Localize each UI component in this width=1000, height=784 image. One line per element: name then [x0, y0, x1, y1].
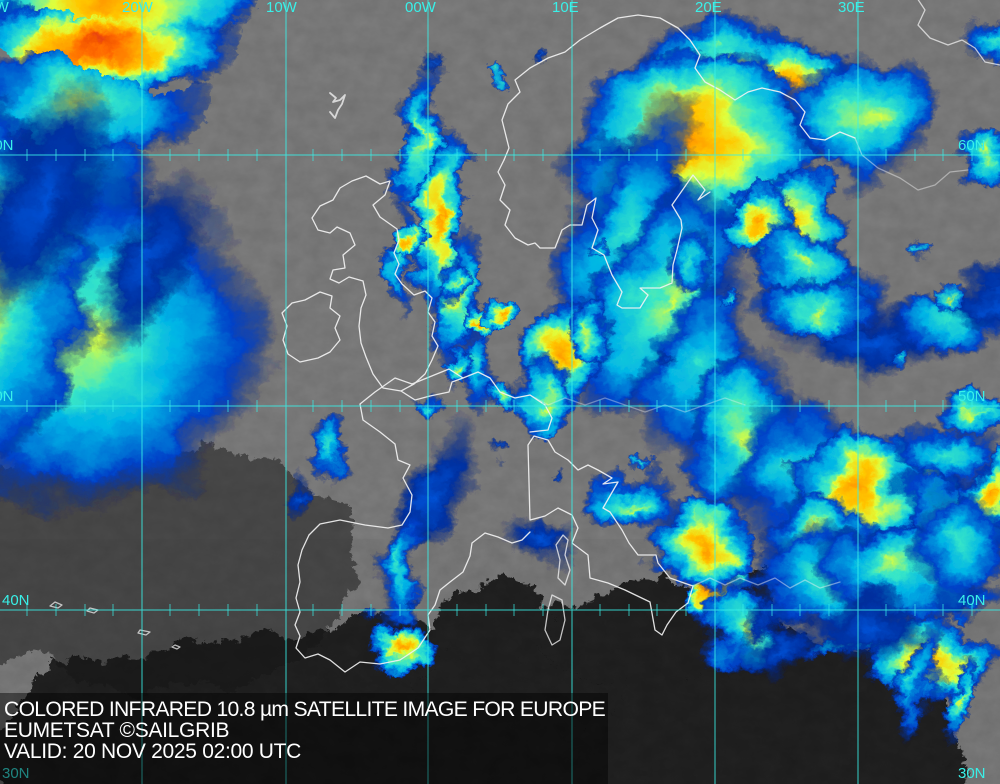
svg-text:50N: 50N — [0, 388, 14, 405]
svg-text:50N: 50N — [958, 388, 986, 405]
svg-text:10W: 10W — [266, 0, 298, 16]
svg-text:40N: 40N — [958, 592, 986, 609]
svg-text:00W: 00W — [405, 0, 437, 16]
svg-text:20W: 20W — [122, 0, 154, 16]
svg-text:VALID: 20 NOV 2025 02:00 UTC: VALID: 20 NOV 2025 02:00 UTC — [4, 740, 301, 763]
svg-text:10E: 10E — [552, 0, 579, 16]
svg-text:60N: 60N — [0, 137, 14, 154]
svg-text:40N: 40N — [2, 592, 30, 609]
svg-text:EUMETSAT ©SAILGRIB: EUMETSAT ©SAILGRIB — [4, 719, 229, 742]
svg-text:COLORED INFRARED 10.8 µm SATEL: COLORED INFRARED 10.8 µm SATELLITE IMAGE… — [4, 698, 606, 721]
svg-text:20E: 20E — [695, 0, 722, 16]
svg-text:30E: 30E — [838, 0, 865, 16]
svg-text:30N: 30N — [958, 765, 986, 782]
svg-text:30W: 30W — [0, 0, 10, 16]
svg-text:60N: 60N — [958, 137, 986, 154]
